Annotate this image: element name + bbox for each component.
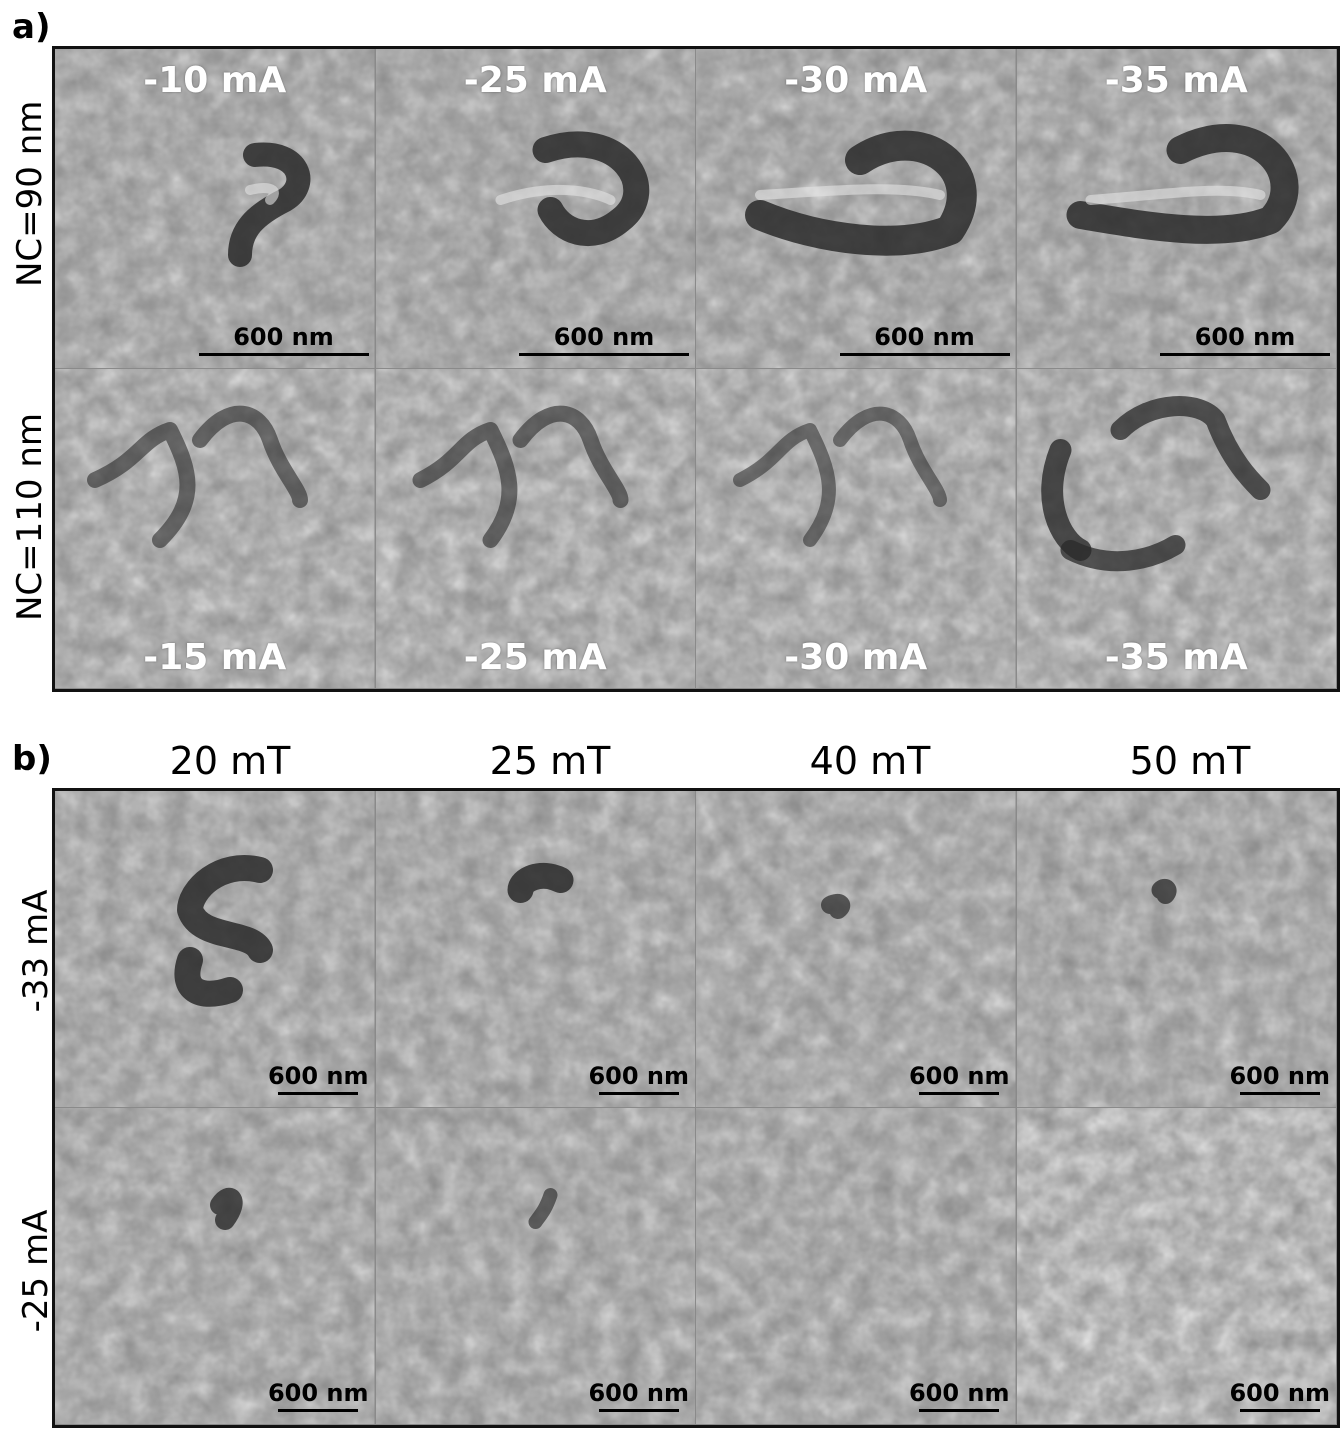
magnetic-contrast-feature <box>1066 124 1299 244</box>
scale-bar-line <box>1239 1409 1320 1412</box>
scale-bar-label: 600 nm <box>553 323 655 351</box>
panel-a-letter: a) <box>12 7 51 47</box>
magnetic-contrast-feature <box>733 423 836 547</box>
grid-b-tile-r1-c1: 600 nm <box>375 1108 695 1424</box>
magnetic-contrast-feature <box>821 893 851 919</box>
current-label: -30 mA <box>784 637 928 678</box>
scale-bar: 600 nm <box>839 323 1010 356</box>
grid-b-tile-r0-c0: 600 nm <box>55 791 375 1107</box>
scale-bar-line <box>278 1092 359 1095</box>
magnetic-contrast-feature <box>1110 396 1270 500</box>
scale-bar-label: 600 nm <box>588 1379 689 1407</box>
current-label: -30 mA <box>784 60 928 101</box>
column-header-40mT: 40 mT <box>809 739 931 783</box>
scale-bar: 600 nm <box>909 1064 1010 1095</box>
grid-b-tile-r0-c2: 600 nm <box>696 791 1016 1107</box>
grid-b-tile-r1-c3: 600 nm <box>1016 1108 1336 1424</box>
grid-b-tile-r1-c2: 600 nm <box>696 1108 1016 1424</box>
scale-bar: 600 nm <box>909 1381 1010 1412</box>
scale-bar-line <box>919 1092 1000 1095</box>
scale-bar-label: 600 nm <box>1229 1062 1330 1090</box>
magnetic-contrast-feature <box>1060 535 1185 572</box>
scale-bar: 600 nm <box>268 1381 369 1412</box>
scale-bar-line <box>598 1409 679 1412</box>
current-label: -15 mA <box>143 637 287 678</box>
scale-bar-label: 600 nm <box>588 1062 689 1090</box>
row-label-nc90: NC=90 nm <box>10 100 50 287</box>
panel-b-image-grid: 600 nm 600 nm 600 nm 600 nm 600 nm 600 nm 600 … <box>52 788 1340 1428</box>
magnetic-contrast-feature <box>512 405 628 508</box>
magnetic-contrast-feature <box>507 862 573 903</box>
magnetic-contrast-feature <box>1151 878 1177 904</box>
grid-a-tile-r1-c1: -25 mA <box>375 369 695 688</box>
magnetic-contrast-feature <box>210 1187 243 1230</box>
magnetic-contrast-feature <box>87 422 196 548</box>
grid-b-tile-r0-c3: 600 nm <box>1016 791 1336 1107</box>
current-label: -10 mA <box>143 60 287 101</box>
magnetic-contrast-feature <box>192 405 308 508</box>
magnetic-contrast-feature <box>412 422 517 548</box>
row-label-minus33mA: -33 mA <box>16 889 56 1013</box>
current-label: -25 mA <box>463 637 607 678</box>
scale-bar-label: 600 nm <box>908 1062 1010 1090</box>
magnetic-contrast-feature <box>528 1188 557 1229</box>
grid-a-tile-r1-c3: -35 mA <box>1016 369 1336 688</box>
grid-a-tile-r0-c2: -30 mA 600 nm <box>696 49 1016 368</box>
grid-a-tile-r0-c1: -25 mA 600 nm <box>375 49 695 368</box>
scale-bar-label: 600 nm <box>874 323 975 351</box>
scale-bar-line <box>198 353 369 356</box>
column-header-50mT: 50 mT <box>1129 739 1251 783</box>
scale-bar-line <box>839 353 1010 356</box>
scale-bar-line <box>919 1409 1000 1412</box>
scale-bar: 600 nm <box>588 1381 689 1412</box>
scale-bar-line <box>278 1409 359 1412</box>
scale-bar: 600 nm <box>519 325 689 356</box>
scale-bar-line <box>598 1092 679 1095</box>
grid-b-tile-r1-c0: 600 nm <box>55 1108 375 1424</box>
magnetic-contrast-feature <box>833 406 947 507</box>
magnetic-contrast-feature <box>228 142 311 267</box>
scale-bar: 600 nm <box>1229 1381 1330 1412</box>
magnetic-contrast-feature <box>532 131 649 247</box>
grid-b-tile-r0-c1: 600 nm <box>375 791 695 1107</box>
magnetic-contrast-feature <box>745 130 977 256</box>
panel-b-letter: b) <box>12 739 52 779</box>
scale-bar-label: 600 nm <box>908 1379 1010 1407</box>
scale-bar-label: 600 nm <box>267 1379 369 1407</box>
grid-a-tile-r1-c2: -30 mA <box>696 369 1016 688</box>
current-label: -25 mA <box>463 60 607 101</box>
scale-bar: 600 nm <box>1160 325 1330 356</box>
scale-bar-line <box>1239 1092 1320 1095</box>
column-header-25mT: 25 mT <box>489 739 611 783</box>
current-label: -35 mA <box>1104 637 1248 678</box>
magnetic-contrast-feature <box>174 855 273 1007</box>
scale-bar: 600 nm <box>198 323 369 356</box>
scale-bar-label: 600 nm <box>1194 323 1296 351</box>
row-label-minus25mA: -25 mA <box>16 1209 56 1333</box>
panel-a-image-grid: -10 mA 600 nm -25 mA 600 nm -30 mA 600 nm -35 … <box>52 46 1340 692</box>
scale-bar: 600 nm <box>1229 1064 1330 1095</box>
scale-bar-line <box>1160 353 1330 356</box>
current-label: -35 mA <box>1104 60 1248 101</box>
grid-a-tile-r0-c3: -35 mA 600 nm <box>1016 49 1336 368</box>
row-label-nc110: NC=110 nm <box>10 412 50 621</box>
scale-bar-label: 600 nm <box>267 1062 369 1090</box>
scale-bar: 600 nm <box>588 1064 689 1095</box>
grid-a-tile-r0-c0: -10 mA 600 nm <box>55 49 375 368</box>
scale-bar-label: 600 nm <box>233 323 334 351</box>
scale-bar-line <box>519 353 689 356</box>
grid-a-tile-r1-c0: -15 mA <box>55 369 375 688</box>
column-header-20mT: 20 mT <box>169 739 291 783</box>
scale-bar: 600 nm <box>268 1064 369 1095</box>
scale-bar-label: 600 nm <box>1229 1379 1330 1407</box>
